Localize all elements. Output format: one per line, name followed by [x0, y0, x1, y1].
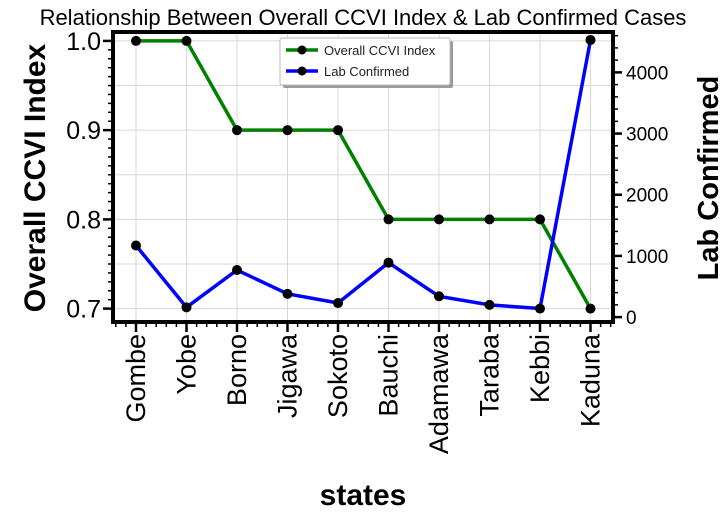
x-tick-label: Borno: [222, 334, 252, 406]
data-point-0-3: [282, 125, 293, 136]
series-line-1: [134, 39, 593, 311]
data-point-1-7: [484, 299, 495, 310]
data-point-0-4: [333, 125, 343, 136]
x-tick-label: Gombe: [121, 334, 151, 423]
x-tick-label: Kaduna: [576, 333, 606, 427]
chart-title: Relationship Between Overall CCVI Index …: [40, 5, 687, 30]
x-axis-ticks: Gombe Yobe Borno Jigawa Sokoto Bauchi Adamawa T…: [115, 322, 612, 454]
right-axis-ticks: 0 1000 2000 3000 4000: [613, 34, 668, 329]
right-tick-label: 3000: [626, 125, 668, 146]
data-point-0-2: [232, 125, 242, 136]
legend-marker-1: [297, 66, 307, 76]
x-tick-label: Taraba: [475, 333, 505, 417]
data-point-1-6: [434, 291, 444, 302]
left-tick-label: 0.8: [66, 206, 101, 234]
data-point-0-0: [131, 35, 141, 46]
right-tick-label: 0: [626, 308, 637, 329]
data-point-0-9: [585, 303, 596, 314]
data-point-1-2: [232, 264, 242, 275]
x-tick-label: Adamawa: [424, 333, 454, 454]
data-point-1-5: [383, 257, 394, 268]
data-point-1-1: [181, 302, 192, 313]
data-point-0-5: [383, 214, 394, 225]
data-point-1-0: [131, 240, 141, 251]
legend-box: [279, 37, 451, 86]
series-line-0: [136, 39, 593, 310]
x-tick-label: Yobe: [172, 334, 202, 395]
legend-label-0: Overall CCVI Index: [324, 43, 436, 58]
left-tick-label: 0.7: [66, 296, 101, 324]
data-point-0-1: [181, 35, 192, 46]
left-tick-label: 1.0: [66, 28, 101, 56]
axes: [111, 30, 615, 324]
data-point-1-4: [333, 298, 343, 309]
data-point-1-9: [585, 34, 596, 45]
right-tick-label: 2000: [626, 186, 668, 207]
x-axis-label: states: [320, 479, 407, 512]
legend-label-1: Lab Confirmed: [324, 64, 409, 79]
right-tick-label: 4000: [626, 63, 668, 84]
data-point-0-8: [535, 214, 545, 225]
right-tick-label: 1000: [626, 247, 668, 268]
data-point-1-3: [282, 288, 293, 299]
legend-marker-0: [297, 45, 307, 55]
left-tick-label: 0.9: [66, 117, 101, 145]
series-lines: [134, 39, 593, 311]
data-point-1-8: [535, 303, 545, 314]
x-tick-label: Kebbi: [525, 334, 555, 403]
y-axis-label-right: Lab Confirmed: [693, 76, 725, 281]
axes-frame: [111, 30, 615, 324]
x-tick-label: Bauchi: [374, 334, 404, 417]
x-tick-label: Jigawa: [273, 333, 303, 418]
legend: Overall CCVI Index Lab Confirmed: [279, 37, 453, 88]
left-axis-ticks: 0.7 0.8 0.9 1.0: [66, 28, 113, 324]
x-tick-label: Sokoto: [323, 334, 353, 418]
series-points: [131, 34, 596, 314]
data-point-0-7: [484, 214, 495, 225]
y-axis-label-left: Overall CCVI Index: [19, 43, 52, 312]
data-point-0-6: [434, 214, 444, 225]
